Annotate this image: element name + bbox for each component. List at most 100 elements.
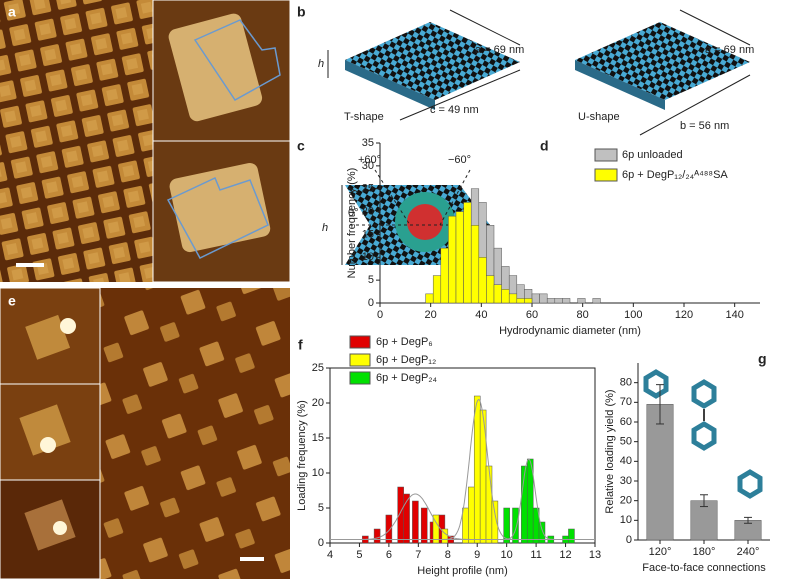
- origami: [168, 13, 263, 122]
- y-tick-label: 80: [620, 377, 632, 389]
- y-tick-label: 35: [362, 137, 374, 149]
- bar: [473, 395, 481, 544]
- legend-swatch: [349, 335, 371, 349]
- shape-label: U-shape: [578, 111, 620, 123]
- y-tick-label: 30: [620, 475, 632, 487]
- outline: [166, 176, 269, 259]
- legend-swatch: [594, 168, 618, 182]
- histogram-bar: [486, 275, 495, 304]
- y-tick-label: 0: [318, 537, 324, 549]
- bar: [491, 500, 499, 544]
- histogram-bar: [554, 298, 563, 304]
- y-axis-title: Number frequency (%): [346, 168, 358, 279]
- y-tick-label: 25: [312, 362, 324, 374]
- x-axis-title: Face-to-face connections: [642, 562, 766, 574]
- x-tick-label: 20: [425, 309, 437, 321]
- angle-label: +60°: [358, 154, 381, 166]
- origami: [25, 314, 71, 360]
- y-axis-title: Relative loading yield (%): [604, 389, 616, 513]
- x-axis-title: Height profile (nm): [417, 565, 507, 577]
- dimension-label: h: [322, 222, 328, 234]
- y-tick-label: 10: [312, 467, 324, 479]
- x-axis-title: Hydrodynamic diameter (nm): [499, 325, 641, 337]
- dimension-label: b = 56 nm: [680, 120, 729, 132]
- bar: [526, 458, 534, 544]
- legend-swatch: [349, 371, 371, 385]
- y-tick-label: 40: [620, 455, 632, 467]
- legend-label: 6p + DegP₁₂/₂₄ᴬ⁴⁸⁸SA: [622, 169, 728, 181]
- dimension-label: h: [318, 58, 324, 70]
- scale-bar: [16, 263, 44, 267]
- x-tick-label: 11: [530, 549, 541, 561]
- y-axis-title: Loading frequency (%): [296, 400, 308, 511]
- histogram-bar: [562, 298, 571, 304]
- histogram-bar: [592, 298, 601, 304]
- y-tick-label: 30: [362, 160, 374, 172]
- legend-label: 6p unloaded: [622, 149, 683, 161]
- y-tick-label: 20: [312, 397, 324, 409]
- x-tick-label: 100: [624, 309, 642, 321]
- protein: [60, 318, 76, 334]
- bar: [385, 514, 393, 544]
- x-tick-label: 120°: [649, 546, 672, 558]
- x-tick-label: 0: [377, 309, 383, 321]
- histogram-bar: [440, 247, 449, 304]
- angle-label: −60°: [448, 154, 471, 166]
- x-tick-label: 180°: [693, 546, 716, 558]
- y-tick-label: 15: [362, 228, 374, 240]
- scale-bar: [240, 557, 264, 561]
- histogram-bar: [577, 298, 586, 304]
- histogram-bar: [455, 211, 464, 304]
- bar: [432, 514, 440, 544]
- origami-3d: [345, 22, 520, 100]
- y-tick-label: 10: [620, 514, 632, 526]
- y-tick-label: 0: [626, 534, 632, 546]
- panel-label: f: [298, 337, 303, 353]
- bar: [403, 493, 410, 544]
- fit-curve: [330, 458, 595, 540]
- y-tick-label: 15: [312, 432, 324, 444]
- x-tick-label: 9: [474, 549, 480, 561]
- histogram-bar: [531, 293, 540, 304]
- bar: [538, 521, 546, 544]
- histogram-bar: [546, 298, 556, 304]
- x-tick-label: 120: [675, 309, 693, 321]
- histogram-bar: [539, 293, 548, 304]
- histogram-bar: [448, 215, 457, 304]
- panel-label: e: [8, 293, 16, 309]
- histogram-bar: [524, 298, 533, 304]
- x-tick-label: 12: [559, 549, 571, 561]
- y-tick-label: 25: [362, 183, 374, 195]
- bar: [690, 500, 718, 541]
- panel-label: g: [758, 351, 767, 367]
- panel-label: d: [540, 138, 549, 154]
- histogram-bar: [516, 298, 525, 304]
- origami: [169, 162, 271, 253]
- shape-label: T-shape: [344, 111, 384, 123]
- axis-line: [439, 169, 471, 226]
- bar: [462, 507, 469, 544]
- x-tick-label: 5: [356, 549, 362, 561]
- dimension-label: a = 69 nm: [705, 44, 754, 56]
- y-tick-label: 10: [362, 251, 374, 263]
- x-tick-label: 4: [327, 549, 333, 561]
- protein: [53, 521, 67, 535]
- histogram-bar: [470, 225, 480, 304]
- histogram-bar: [501, 289, 510, 304]
- icons: [643, 369, 763, 499]
- y-tick-label: 5: [368, 274, 374, 286]
- dimension-label: c = 49 nm: [430, 104, 479, 116]
- bar: [373, 528, 381, 544]
- y-tick-label: 70: [620, 396, 632, 408]
- x-tick-label: 40: [475, 309, 487, 321]
- histogram-bar: [432, 275, 442, 304]
- bar: [512, 507, 519, 544]
- legend-label: 6p + DegP₁₂: [376, 354, 436, 366]
- histogram-bar: [463, 202, 472, 304]
- legend-swatch: [594, 148, 618, 162]
- x-tick-label: 60: [526, 309, 538, 321]
- origami-3d: [345, 60, 435, 110]
- panel-label: a: [8, 4, 16, 20]
- protein: [40, 437, 56, 453]
